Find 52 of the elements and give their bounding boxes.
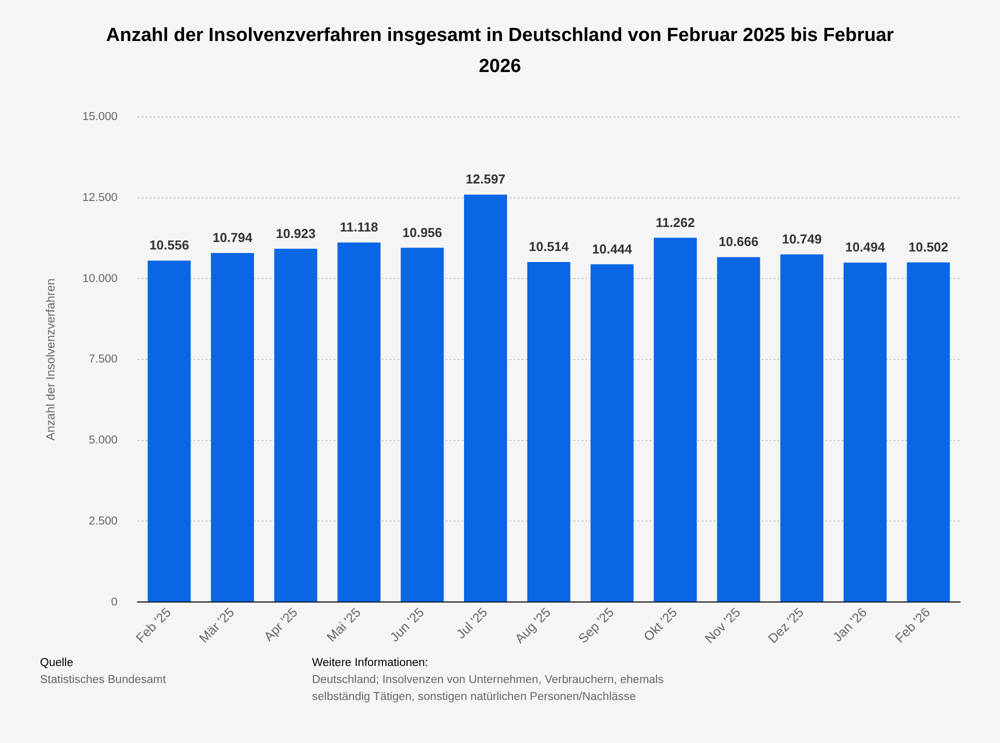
- y-tick-label: 10.000: [82, 272, 118, 285]
- data-label: 10.749: [782, 231, 822, 246]
- data-label: 10.666: [718, 234, 758, 250]
- x-tick-label: Sep '25: [575, 604, 617, 646]
- bar: [400, 248, 444, 602]
- data-label: 10.556: [149, 238, 190, 253]
- x-tick-label: Dez '25: [765, 604, 806, 646]
- bar: [906, 262, 950, 602]
- x-tick-label: Mär '25: [196, 604, 238, 646]
- text: Weitere Informationen:: [312, 656, 430, 671]
- data-label: 10.956: [402, 224, 442, 240]
- x-tick-label: Jan '26: [830, 604, 870, 645]
- bar: [844, 262, 887, 602]
- bar: [717, 257, 760, 602]
- bar: [148, 260, 191, 602]
- y-tick-label: 2.500: [88, 515, 118, 528]
- bar: [654, 238, 697, 602]
- data-label: 10.494: [845, 240, 886, 255]
- bar: [527, 262, 570, 602]
- bar: [590, 264, 634, 602]
- bar: [210, 252, 254, 602]
- x-tick-label: Okt '25: [640, 604, 680, 644]
- x-tick-label: Apr '25: [260, 604, 300, 644]
- y-tick-label: 0: [111, 596, 118, 608]
- x-tick-label: Aug '25: [512, 604, 554, 646]
- y-tick-label: 5.000: [88, 434, 118, 447]
- bar: [274, 248, 318, 602]
- data-label: 10.444: [592, 241, 633, 256]
- x-tick-label: Mai '25: [324, 604, 364, 645]
- data-label: 10.794: [212, 230, 254, 246]
- x-tick-label: Nov '25: [702, 604, 744, 646]
- bar: [337, 242, 381, 602]
- bar: [780, 254, 824, 602]
- data-label: 12.597: [466, 172, 506, 187]
- y-tick-label: 7.500: [88, 354, 118, 366]
- data-label: 11.118: [340, 220, 378, 235]
- x-tick-label: Jul '25: [453, 604, 490, 642]
- data-label: 11.262: [656, 214, 695, 230]
- data-label: 10.514: [528, 239, 570, 254]
- x-tick-label: Feb '25: [132, 604, 174, 646]
- data-label: 10.502: [908, 239, 948, 254]
- chart-title: Anzahl der Insolvenzverfahren insgesamt in Deutschland von Februar 2025 bis Februar 2026: [105, 24, 895, 79]
- y-tick-label: 12.500: [82, 192, 118, 204]
- y-axis-title: Anzahl der Insolvenzverfahren: [44, 278, 58, 441]
- bar: [464, 194, 508, 602]
- text: Quelle: [40, 656, 74, 671]
- y-tick-label: 15.000: [82, 111, 118, 124]
- x-tick-label: Jun '25: [386, 604, 427, 645]
- text: Statistisches Bundesamt: [40, 673, 167, 688]
- x-tick-label: Feb '26: [892, 604, 934, 646]
- text: Deutschland; Insolvenzen von Unternehmen, Verbrauchern, ehemals selbständig Tätigen, sonstigen natürlichen Personen/Nachlässe: [312, 673, 665, 705]
- data-label: 10.923: [276, 226, 316, 241]
